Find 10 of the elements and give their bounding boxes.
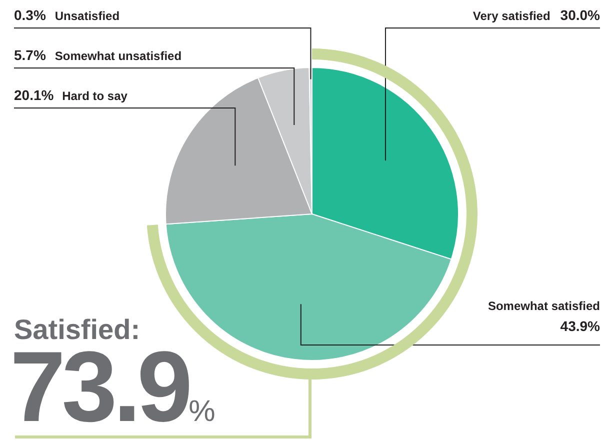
slice-label: Hard to say: [62, 89, 128, 103]
data-label: 5.7%: [14, 47, 46, 63]
slice-label: Very satisfied: [472, 9, 550, 23]
data-label: 43.9%: [560, 318, 601, 334]
data-label: 30.0%: [560, 7, 601, 23]
data-label: 20.1%: [14, 87, 54, 103]
slice-label: Somewhat satisfied: [488, 299, 600, 313]
data-label: 0.3%: [14, 7, 46, 23]
slice-label: Somewhat unsatisfied: [54, 49, 182, 63]
slice-label: Unsatisfied: [54, 9, 120, 23]
